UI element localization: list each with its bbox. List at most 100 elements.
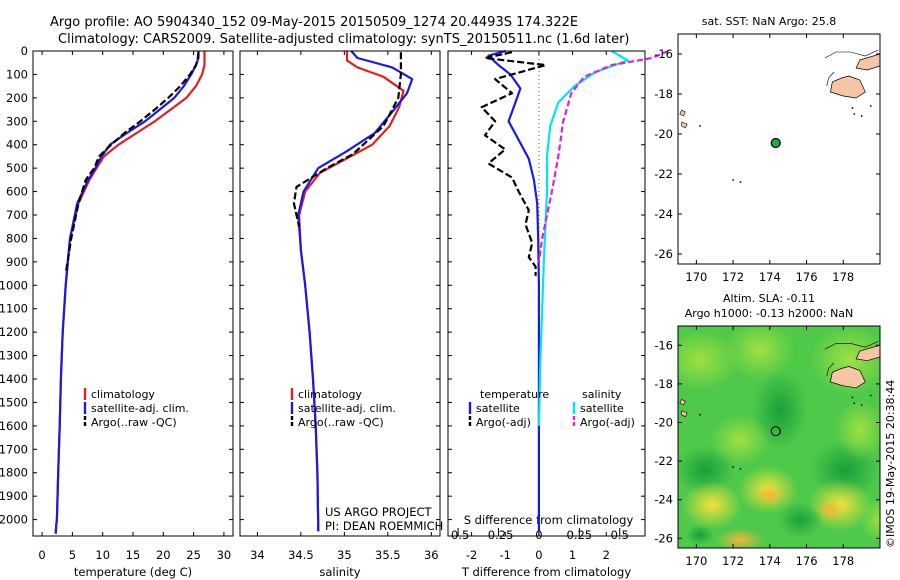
- legend-label: Argo(..raw -QC): [298, 416, 384, 429]
- map-y-tick-label: -22: [654, 167, 673, 181]
- map-y-tick-label: -24: [654, 493, 673, 507]
- depth-tick-label: 1200: [0, 325, 28, 339]
- island-viti-levu: [829, 75, 866, 99]
- island-vanua-levu: [855, 53, 880, 71]
- x-tick-label: -2: [466, 548, 477, 562]
- legend-label: climatology: [91, 388, 155, 401]
- reef-outline: [824, 341, 879, 350]
- x-tick-label: 20: [156, 548, 171, 562]
- depth-tick-label: 1100: [0, 302, 28, 316]
- map-subtitle: Argo h1000: -0.13 h2000: NaN: [685, 307, 854, 320]
- salinity-panel: 34 34.5 35 35.5 36 salinity climatologysatelli…: [239, 50, 441, 579]
- depth-tick-label: 1600: [0, 419, 28, 433]
- legend-label: Argo(..raw -QC): [91, 416, 177, 429]
- s-tick-label: 0.5: [611, 528, 629, 542]
- map-y-tick-label: -18: [654, 377, 673, 391]
- islet-dot: [732, 466, 734, 468]
- sst-map-panel: 170 172 174 176 178 -16 -18 -20 -22 -24 -26 sat. SS…: [654, 15, 881, 284]
- map-x-tick-label: 178: [832, 554, 854, 568]
- islet-dot: [853, 113, 856, 115]
- s-tick-label: -0.25: [484, 528, 514, 542]
- depth-tick-label: 1900: [0, 489, 28, 503]
- depth-tick-label: 700: [6, 208, 28, 222]
- x-tick-label: 0: [535, 548, 542, 562]
- island-tanna: [681, 410, 688, 418]
- depth-tick-label: 900: [6, 255, 28, 269]
- x-tick-label: -1: [500, 548, 511, 562]
- island-viti-levu: [829, 366, 866, 389]
- islet-dot: [860, 404, 863, 407]
- legend-label: satellite: [476, 402, 520, 415]
- plot-frame: [447, 50, 646, 537]
- x-tick-label: 30: [217, 548, 232, 562]
- depth-tick-label: 100: [6, 67, 28, 81]
- series-line-clim: [298, 51, 405, 532]
- legend-label: satellite: [580, 402, 624, 415]
- sla-blob: [682, 481, 742, 529]
- x-tick-label: 35: [337, 548, 352, 562]
- sla-blob: [686, 525, 714, 545]
- x-tick-label: 2: [603, 548, 610, 562]
- x-tick-label: 15: [126, 548, 141, 562]
- map-y-tick-label: -20: [654, 416, 673, 430]
- series-line-sat: [297, 50, 414, 532]
- map-y-tick-label: -22: [654, 454, 673, 468]
- x-tick-label: 5: [69, 548, 76, 562]
- map-frame: [677, 325, 881, 549]
- series-line-argo: [480, 51, 547, 276]
- islet-dot: [732, 179, 734, 181]
- map-x-tick-label: 178: [832, 270, 854, 284]
- sla-blob: [716, 528, 764, 548]
- reef-outline: [824, 49, 879, 59]
- map-x-tick-label: 176: [796, 270, 818, 284]
- map-y-tick-label: -16: [654, 338, 673, 352]
- map-body: [678, 34, 880, 264]
- series-line-argo: [64, 52, 200, 274]
- x-tick-label: 35.5: [375, 548, 401, 562]
- reef-outline: [826, 362, 835, 377]
- depth-tick-label: 1400: [0, 372, 28, 386]
- sla-blob: [710, 415, 770, 465]
- legend-label: Argo(-adj): [476, 416, 531, 429]
- sla-map-panel: 170 172 174 176 178 -16 -18 -20 -22 -24 -26 Altim. …: [654, 292, 881, 568]
- map-title: sat. SST: NaN Argo: 25.8: [702, 15, 836, 28]
- s-axis-label: S difference from climatology: [464, 513, 634, 527]
- x-tick-label: 0: [38, 548, 45, 562]
- island-vanua-levu: [855, 344, 880, 362]
- sla-blob: [816, 500, 844, 520]
- depth-tick-label: 0: [21, 44, 28, 58]
- island-erromango: [679, 109, 686, 117]
- depth-tick-label: 300: [6, 114, 28, 128]
- map-y-tick-label: -20: [654, 127, 673, 141]
- map-x-tick-label: 174: [759, 270, 781, 284]
- islet-dot: [699, 413, 701, 416]
- x-tick-label: 36: [424, 548, 439, 562]
- x-axis-label: T difference from climatology: [461, 565, 632, 579]
- credit-line-2: PI: DEAN ROEMMICH: [325, 519, 443, 533]
- depth-tick-label: 200: [6, 91, 28, 105]
- map-y-tick-label: -24: [654, 207, 673, 221]
- plot-frame: [32, 50, 234, 537]
- sst-background: [678, 34, 880, 264]
- x-axis-label: temperature (deg C): [74, 565, 192, 579]
- depth-tick-label: 400: [6, 138, 28, 152]
- map-y-tick-label: -18: [654, 87, 673, 101]
- map-y-tick-label: -26: [654, 247, 673, 261]
- island-tanna: [681, 121, 688, 129]
- sla-blob: [860, 498, 880, 542]
- map-x-tick-label: 172: [722, 554, 744, 568]
- x-tick-label: 1: [569, 548, 576, 562]
- depth-tick-label: 1000: [0, 278, 28, 292]
- legend-label: satellite-adj. clim.: [298, 402, 396, 415]
- reef-outline: [826, 71, 835, 87]
- map-x-tick-label: 176: [796, 554, 818, 568]
- islet-dot: [851, 107, 854, 109]
- depth-tick-label: 1800: [0, 466, 28, 480]
- series-line-sal_sat: [537, 50, 629, 426]
- depth-tick-label: 1700: [0, 442, 28, 456]
- depth-tick-label: 800: [6, 231, 28, 245]
- series-line-argo: [292, 52, 402, 227]
- map-y-tick-label: -16: [654, 47, 673, 61]
- credit-line-1: US ARGO PROJECT: [325, 505, 433, 519]
